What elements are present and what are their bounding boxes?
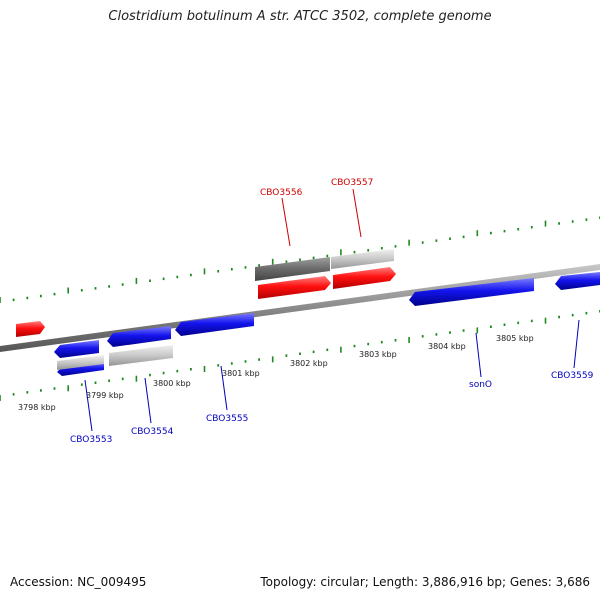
- feature-light-gray-lower: [109, 345, 173, 366]
- label-cbo3557: CBO3557: [331, 178, 373, 188]
- scale-label-3804: 3804 kbp: [428, 342, 466, 351]
- leader-cbo3556: [281, 197, 291, 247]
- genome-summary-text: Topology: circular; Length: 3,886,916 bp…: [260, 575, 590, 589]
- scale-label-3803: 3803 kbp: [359, 350, 397, 359]
- leader-cbo3557: [352, 188, 362, 238]
- label-sono: sonO: [469, 380, 492, 390]
- reverse-strand-ticks: [0, 310, 600, 401]
- leader-cbo3553: [84, 379, 93, 432]
- leader-sono: [475, 332, 482, 378]
- feature-light-gray-upper: [331, 249, 394, 269]
- gene-cbo3555: [175, 313, 254, 336]
- scale-label-3799: 3799 kbp: [86, 391, 124, 400]
- leader-cbo3555: [220, 365, 228, 411]
- scale-label-3800: 3800 kbp: [153, 379, 191, 388]
- label-cbo3559: CBO3559: [551, 371, 594, 381]
- label-cbo3556: CBO3556: [260, 188, 303, 198]
- feature-light-gray-lower-left: [57, 355, 104, 370]
- gene-cbo3554: [107, 326, 171, 347]
- gene-cbo3556: [258, 276, 331, 299]
- label-cbo3555: CBO3555: [206, 414, 248, 424]
- gene-cbo3553-a: [54, 340, 99, 358]
- leader-cbo3554: [144, 377, 152, 424]
- scale-label-3801: 3801 kbp: [222, 369, 260, 378]
- accession-text: Accession: NC_009495: [10, 575, 147, 589]
- feature-dark-gray: [255, 257, 330, 281]
- label-cbo3553: CBO3553: [70, 435, 112, 445]
- gene-forward-small: [16, 321, 45, 337]
- gene-cbo3557: [333, 267, 396, 289]
- gene-cbo3559: [555, 272, 600, 290]
- scale-label-3802: 3802 kbp: [290, 359, 328, 368]
- leader-cbo3559: [573, 319, 580, 369]
- scale-label-3798: 3798 kbp: [18, 403, 56, 412]
- scale-label-3805: 3805 kbp: [496, 334, 534, 343]
- map-title: Clostridium botulinum A str. ATCC 3502, …: [108, 9, 492, 24]
- forward-strand-ticks: [0, 216, 600, 303]
- gene-sono: [409, 278, 534, 306]
- label-cbo3554: CBO3554: [131, 427, 174, 437]
